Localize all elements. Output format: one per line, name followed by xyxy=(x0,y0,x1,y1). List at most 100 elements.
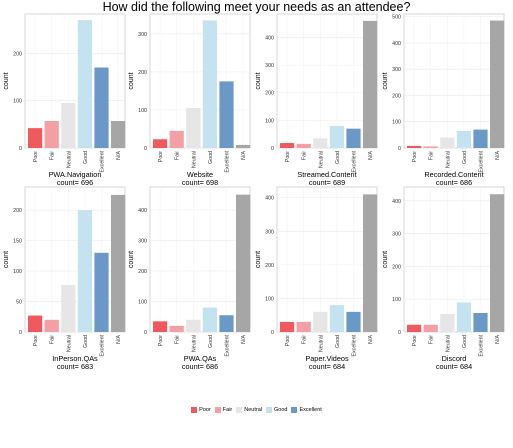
x-tick-label: Poor xyxy=(412,335,418,346)
bar-neutral xyxy=(313,138,328,148)
x-tick-label: Neutral xyxy=(66,151,72,168)
x-tick-label: Fair xyxy=(175,335,181,344)
x-tick-label: N/A xyxy=(116,335,122,344)
panel-title: Recorded.Content xyxy=(424,170,483,179)
y-tick-label: 100 xyxy=(13,269,22,275)
x-tick-label: Neutral xyxy=(445,151,451,168)
x-tick-label: Poor xyxy=(158,151,164,162)
bar-na xyxy=(111,194,126,332)
x-tick-label: Neutral xyxy=(191,151,197,168)
bar-poor xyxy=(280,321,295,332)
y-tick-label: 100 xyxy=(392,297,401,303)
y-tick-label: 400 xyxy=(138,208,147,214)
y-tick-label: 500 xyxy=(392,15,401,21)
x-tick-label: Good xyxy=(462,151,468,164)
bar-poor xyxy=(153,139,168,148)
y-tick-label: 200 xyxy=(13,208,22,214)
x-tick-label: Excellent xyxy=(100,150,106,172)
bar-fair xyxy=(44,121,59,148)
bar-fair xyxy=(423,146,438,148)
panel-title: Streamed.Content xyxy=(297,170,356,179)
y-tick-label: 200 xyxy=(13,51,22,57)
x-tick-label: Fair xyxy=(429,151,435,160)
y-tick-label: 300 xyxy=(392,232,401,238)
panel-count: count= 683 xyxy=(57,362,93,371)
bar-excellent xyxy=(219,315,234,332)
legend-item: Good xyxy=(266,407,287,413)
bar-neutral xyxy=(186,108,201,148)
x-tick-label: Neutral xyxy=(318,151,324,168)
x-tick-label: N/A xyxy=(241,335,247,344)
bar-fair xyxy=(296,143,311,148)
x-tick-label: Good xyxy=(208,335,214,348)
panel-3: 0 100 200 300 400 500 count Poor Fair Neutral Good… xyxy=(382,13,505,187)
bar-excellent xyxy=(94,67,109,148)
panel-4: 0 50 100 150 200 count Poor Fair Neutral Good Exce… xyxy=(3,186,126,371)
chart-title: How did the following meet your needs as… xyxy=(102,0,411,14)
y-tick-label: 0 xyxy=(19,330,22,336)
x-tick-label: Neutral xyxy=(191,335,197,352)
x-tick-label: Fair xyxy=(429,335,435,344)
panel-1: 0 100 200 300 count Poor Fair Neutral Good Excell… xyxy=(128,13,251,187)
x-tick-label: N/A xyxy=(495,151,501,160)
legend: Poor Fair Neutral Good Excellent xyxy=(0,405,513,415)
legend-label: Excellent xyxy=(299,407,322,413)
y-tick-label: 200 xyxy=(138,269,147,275)
bar-fair xyxy=(169,130,184,148)
plot-area xyxy=(276,186,378,333)
bar-neutral xyxy=(313,311,328,332)
legend-item: Poor xyxy=(191,407,211,413)
x-tick-label: Good xyxy=(83,151,89,164)
x-tick-label: Good xyxy=(83,335,89,348)
y-tick-label: 300 xyxy=(392,67,401,73)
x-tick-label: Poor xyxy=(412,151,418,162)
y-axis-label: count xyxy=(255,72,262,89)
bar-na xyxy=(490,194,505,332)
plot-area xyxy=(403,13,505,149)
bar-neutral xyxy=(61,285,76,332)
y-tick-label: 100 xyxy=(138,299,147,305)
y-tick-label: 200 xyxy=(265,91,274,97)
bar-fair xyxy=(169,325,184,332)
bar-excellent xyxy=(346,311,361,332)
x-tick-label: Poor xyxy=(285,335,291,346)
bar-excellent xyxy=(94,252,109,332)
legend-label: Good xyxy=(274,407,288,413)
y-tick-label: 100 xyxy=(13,99,22,105)
legend-swatch xyxy=(266,407,273,413)
y-tick-label: 300 xyxy=(138,238,147,244)
legend-swatch xyxy=(291,407,298,413)
panel-title: PWA.Navigation xyxy=(49,170,102,179)
x-tick-label: Excellent xyxy=(225,334,231,356)
bar-excellent xyxy=(219,81,234,148)
plot-area xyxy=(276,13,378,149)
bar-good xyxy=(77,210,92,332)
bar-good xyxy=(329,125,344,148)
x-tick-label: N/A xyxy=(368,151,374,160)
plot-area xyxy=(403,186,505,333)
bar-neutral xyxy=(440,137,455,148)
panel-count: count= 684 xyxy=(436,362,472,371)
x-tick-label: Poor xyxy=(158,335,164,346)
y-tick-label: 300 xyxy=(265,63,274,69)
bar-excellent xyxy=(473,312,488,332)
panel-count: count= 686 xyxy=(182,362,218,371)
y-tick-label: 400 xyxy=(392,41,401,47)
y-axis-label: count xyxy=(255,251,262,268)
panel-title: Website xyxy=(187,170,213,179)
y-tick-label: 400 xyxy=(265,35,274,41)
x-tick-label: Excellent xyxy=(352,334,358,356)
bar-fair xyxy=(296,321,311,332)
legend-item: Neutral xyxy=(236,407,262,413)
y-tick-label: 0 xyxy=(271,146,274,152)
y-axis-label: count xyxy=(382,251,389,268)
y-axis-label: count xyxy=(382,72,389,89)
bar-good xyxy=(329,305,344,332)
x-tick-label: Excellent xyxy=(352,150,358,172)
x-tick-label: Neutral xyxy=(66,335,72,352)
x-tick-label: Good xyxy=(462,335,468,348)
y-tick-label: 200 xyxy=(392,93,401,99)
panel-count: count= 696 xyxy=(57,178,93,187)
bar-neutral xyxy=(440,313,455,332)
